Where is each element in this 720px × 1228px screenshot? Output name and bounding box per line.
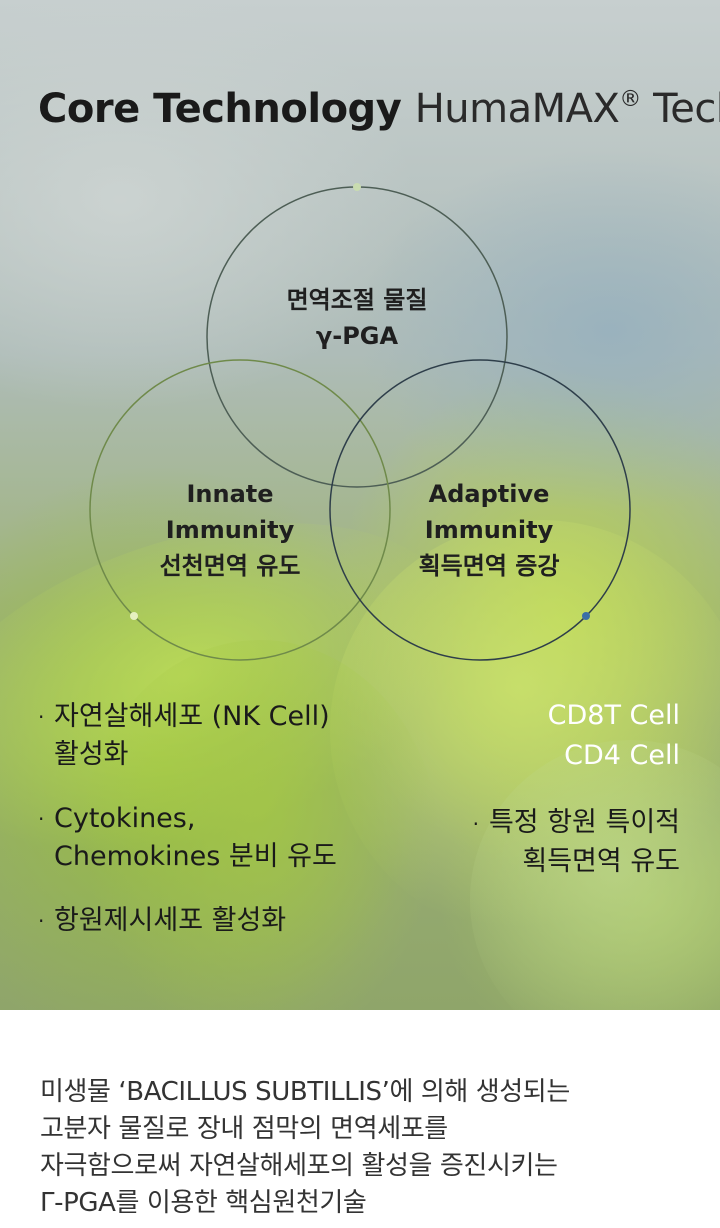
venn-diagram (89, 183, 631, 661)
bullet-dot: · (38, 807, 45, 831)
cell-type-cd8t: CD8T Cell (547, 700, 680, 731)
venn-dot-top (353, 183, 361, 191)
venn-top-line1: 면역조절 물질 (286, 286, 428, 314)
list-item: · 특정 항원 특이적 획득면역 유도 (400, 804, 680, 881)
title-brand: HumaMAX (414, 86, 620, 132)
venn-left-line1: Innate (186, 480, 274, 508)
venn-left-line2: Immunity (165, 516, 295, 544)
title-tail: Tech. (653, 86, 720, 132)
venn-right-line2: Immunity (424, 516, 554, 544)
list-item-line1: Cytokines, (54, 803, 196, 834)
title-bold: Core Technology (38, 86, 402, 132)
venn-label-right: Adaptive Immunity 획득면역 증강 (346, 476, 632, 584)
title-light: HumaMAX® Tech. (415, 86, 720, 132)
cell-type-cd4: CD4 Cell (564, 740, 680, 771)
hero-background: Core Technology HumaMAX® Tech. 면역조절 물질 γ… (0, 0, 720, 1010)
list-item-line2: 활성화 (54, 739, 129, 770)
bullet-dot: · (38, 909, 45, 933)
list-item-line2: Chemokines 분비 유도 (54, 841, 337, 872)
list-item: · Cytokines, Chemokines 분비 유도 (38, 800, 378, 876)
venn-label-top: 면역조절 물질 γ-PGA (207, 282, 507, 354)
list-item-line1: 항원제시세포 활성화 (54, 905, 287, 936)
page-title: Core Technology HumaMAX® Tech. (38, 72, 720, 137)
description-line: 자극함으로써 자연살해세포의 활성을 증진시키는 (40, 1151, 558, 1181)
venn-right-line1: Adaptive (428, 480, 550, 508)
description-line: 고분자 물질로 장내 점막의 면역세포를 (40, 1114, 448, 1144)
description-line: Γ-PGA를 이용한 핵심원천기술 (40, 1188, 367, 1218)
adaptive-effects-list: CD8T Cell CD4 Cell · 특정 항원 특이적 획득면역 유도 (400, 696, 680, 881)
venn-label-left: Innate Immunity 선천면역 유도 (90, 476, 370, 584)
list-item-line1: 자연살해세포 (NK Cell) (54, 701, 330, 732)
venn-circle-left (89, 359, 391, 661)
description-line: 미생물 ‘BACILLUS SUBTILLIS’에 의해 생성되는 (40, 1077, 570, 1107)
venn-dot-left (130, 612, 138, 620)
list-item-line1: 특정 항원 특이적 (488, 807, 680, 838)
venn-right-line3: 획득면역 증강 (418, 552, 560, 580)
innate-effects-list: · 자연살해세포 (NK Cell) 활성화 · Cytokines, Chem… (38, 698, 378, 966)
bullet-dot: · (38, 705, 45, 729)
venn-circle-right (329, 359, 631, 661)
bullet-dot: · (472, 812, 479, 836)
list-item: · 자연살해세포 (NK Cell) 활성화 (38, 698, 378, 774)
registered-mark: ® (619, 87, 641, 112)
list-item: · 항원제시세포 활성화 (38, 902, 378, 940)
list-item-line2: 획득면역 유도 (522, 846, 680, 877)
venn-dot-right (582, 612, 590, 620)
venn-left-line3: 선천면역 유도 (159, 552, 301, 580)
venn-top-line2: γ-PGA (315, 322, 399, 350)
technology-description: 미생물 ‘BACILLUS SUBTILLIS’에 의해 생성되는 고분자 물질… (40, 1074, 680, 1222)
